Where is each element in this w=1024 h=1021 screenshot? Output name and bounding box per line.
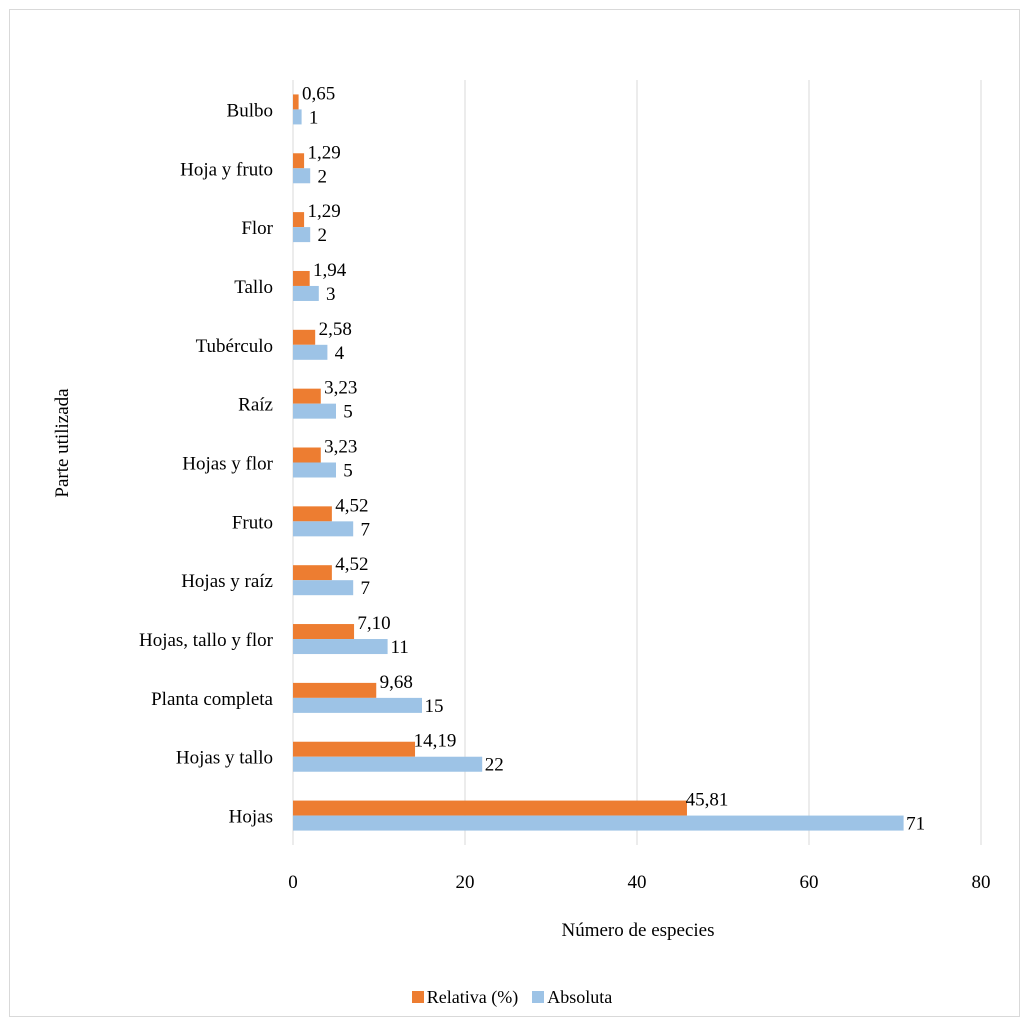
data-label-relativa: 9,68	[380, 672, 413, 693]
category-label: Planta completa	[151, 689, 273, 710]
data-label-relativa: 14,19	[414, 731, 457, 752]
legend-label-relativa: Relativa (%)	[426, 986, 519, 1007]
data-labels: 45,817114,19229,68157,10114,5274,5273,23…	[302, 83, 925, 834]
x-tick-label: 0	[288, 872, 298, 893]
chart-area	[9, 9, 1020, 1017]
bar-absoluta	[293, 697, 422, 713]
bar-relativa	[293, 506, 332, 522]
category-label: Hojas, tallo y flor	[139, 630, 274, 651]
data-label-absoluta: 5	[343, 461, 353, 482]
bar-relativa	[293, 94, 299, 110]
legend-item-absoluta: Absoluta	[532, 987, 612, 1008]
data-label-relativa: 1,94	[313, 260, 347, 281]
data-label-absoluta: 7	[360, 519, 370, 540]
bar-absoluta	[293, 815, 904, 831]
category-label: Hojas y flor	[182, 454, 273, 475]
x-tick-label: 20	[456, 872, 475, 893]
bar-absoluta	[293, 403, 336, 419]
y-axis-title: Parte utilizada	[52, 388, 73, 498]
gridlines	[292, 80, 982, 845]
data-label-relativa: 2,58	[319, 319, 352, 340]
category-label: Raíz	[238, 395, 273, 416]
data-label-absoluta: 71	[906, 814, 925, 835]
data-label-absoluta: 7	[360, 578, 370, 599]
bar-relativa	[293, 212, 305, 228]
category-label: Hojas y tallo	[176, 748, 273, 769]
bar-relativa	[293, 388, 321, 404]
data-label-relativa: 1,29	[307, 142, 340, 163]
category-label: Tubérculo	[196, 336, 273, 357]
data-label-absoluta: 11	[390, 637, 408, 658]
category-labels: Hojas Hojas y tallo Planta completa Hojas, …	[139, 100, 274, 827]
bar-relativa	[293, 270, 310, 286]
bars	[293, 94, 904, 831]
bar-absoluta	[293, 462, 336, 478]
bar-relativa	[293, 329, 316, 345]
category-label: Hoja y fruto	[180, 159, 273, 180]
category-label: Tallo	[234, 277, 273, 298]
data-label-relativa: 4,52	[335, 495, 368, 516]
bar-absoluta	[293, 580, 354, 596]
bar-absoluta	[293, 227, 311, 243]
data-label-absoluta: 5	[343, 402, 353, 423]
data-label-relativa: 1,29	[307, 201, 340, 222]
category-label: Flor	[241, 218, 273, 239]
bar-absoluta	[293, 344, 328, 360]
legend-swatch-absoluta	[532, 991, 545, 1003]
data-label-absoluta: 15	[425, 696, 444, 717]
bar-absoluta	[293, 168, 311, 184]
x-tick-label: 80	[972, 872, 991, 893]
category-label: Hojas y raíz	[181, 571, 273, 592]
x-tick-label: 40	[628, 872, 647, 893]
x-axis-title: Número de especies	[562, 920, 715, 941]
data-label-absoluta: 4	[335, 343, 345, 364]
bar-absoluta	[293, 285, 319, 301]
data-label-absoluta: 3	[326, 284, 336, 305]
bar-relativa	[293, 741, 416, 757]
data-label-relativa: 3,23	[324, 378, 357, 399]
data-label-absoluta: 22	[485, 755, 504, 776]
data-label-relativa: 3,23	[324, 437, 357, 458]
legend-swatch-relativa	[411, 991, 424, 1003]
data-label-relativa: 4,52	[335, 554, 368, 575]
bar-relativa	[293, 800, 687, 816]
bar-relativa	[293, 447, 321, 463]
bar-absoluta	[293, 109, 302, 125]
data-label-relativa: 45,81	[686, 790, 729, 811]
data-label-absoluta: 1	[309, 107, 319, 128]
data-label-relativa: 7,10	[357, 613, 390, 634]
category-label: Bulbo	[227, 100, 273, 121]
bar-absoluta	[293, 521, 354, 537]
x-tick-label: 60	[800, 872, 819, 893]
data-label-absoluta: 2	[317, 166, 327, 187]
data-label-relativa: 0,65	[302, 83, 335, 104]
legend-label-absoluta: Absoluta	[547, 986, 613, 1007]
legend: Relativa (%) Absoluta	[0, 984, 1024, 1010]
legend-item-relativa: Relativa (%)	[411, 986, 519, 1008]
category-label: Fruto	[232, 512, 273, 533]
bar-relativa	[293, 565, 332, 581]
data-label-absoluta: 2	[317, 225, 327, 246]
bar-relativa	[293, 624, 355, 640]
bar-relativa	[293, 682, 377, 698]
bar-absoluta	[293, 639, 388, 655]
bar-absoluta	[293, 756, 483, 772]
x-tick-labels: 0 20 40 60 80	[288, 872, 990, 893]
bar-relativa	[293, 153, 305, 169]
category-label: Hojas	[229, 807, 273, 828]
